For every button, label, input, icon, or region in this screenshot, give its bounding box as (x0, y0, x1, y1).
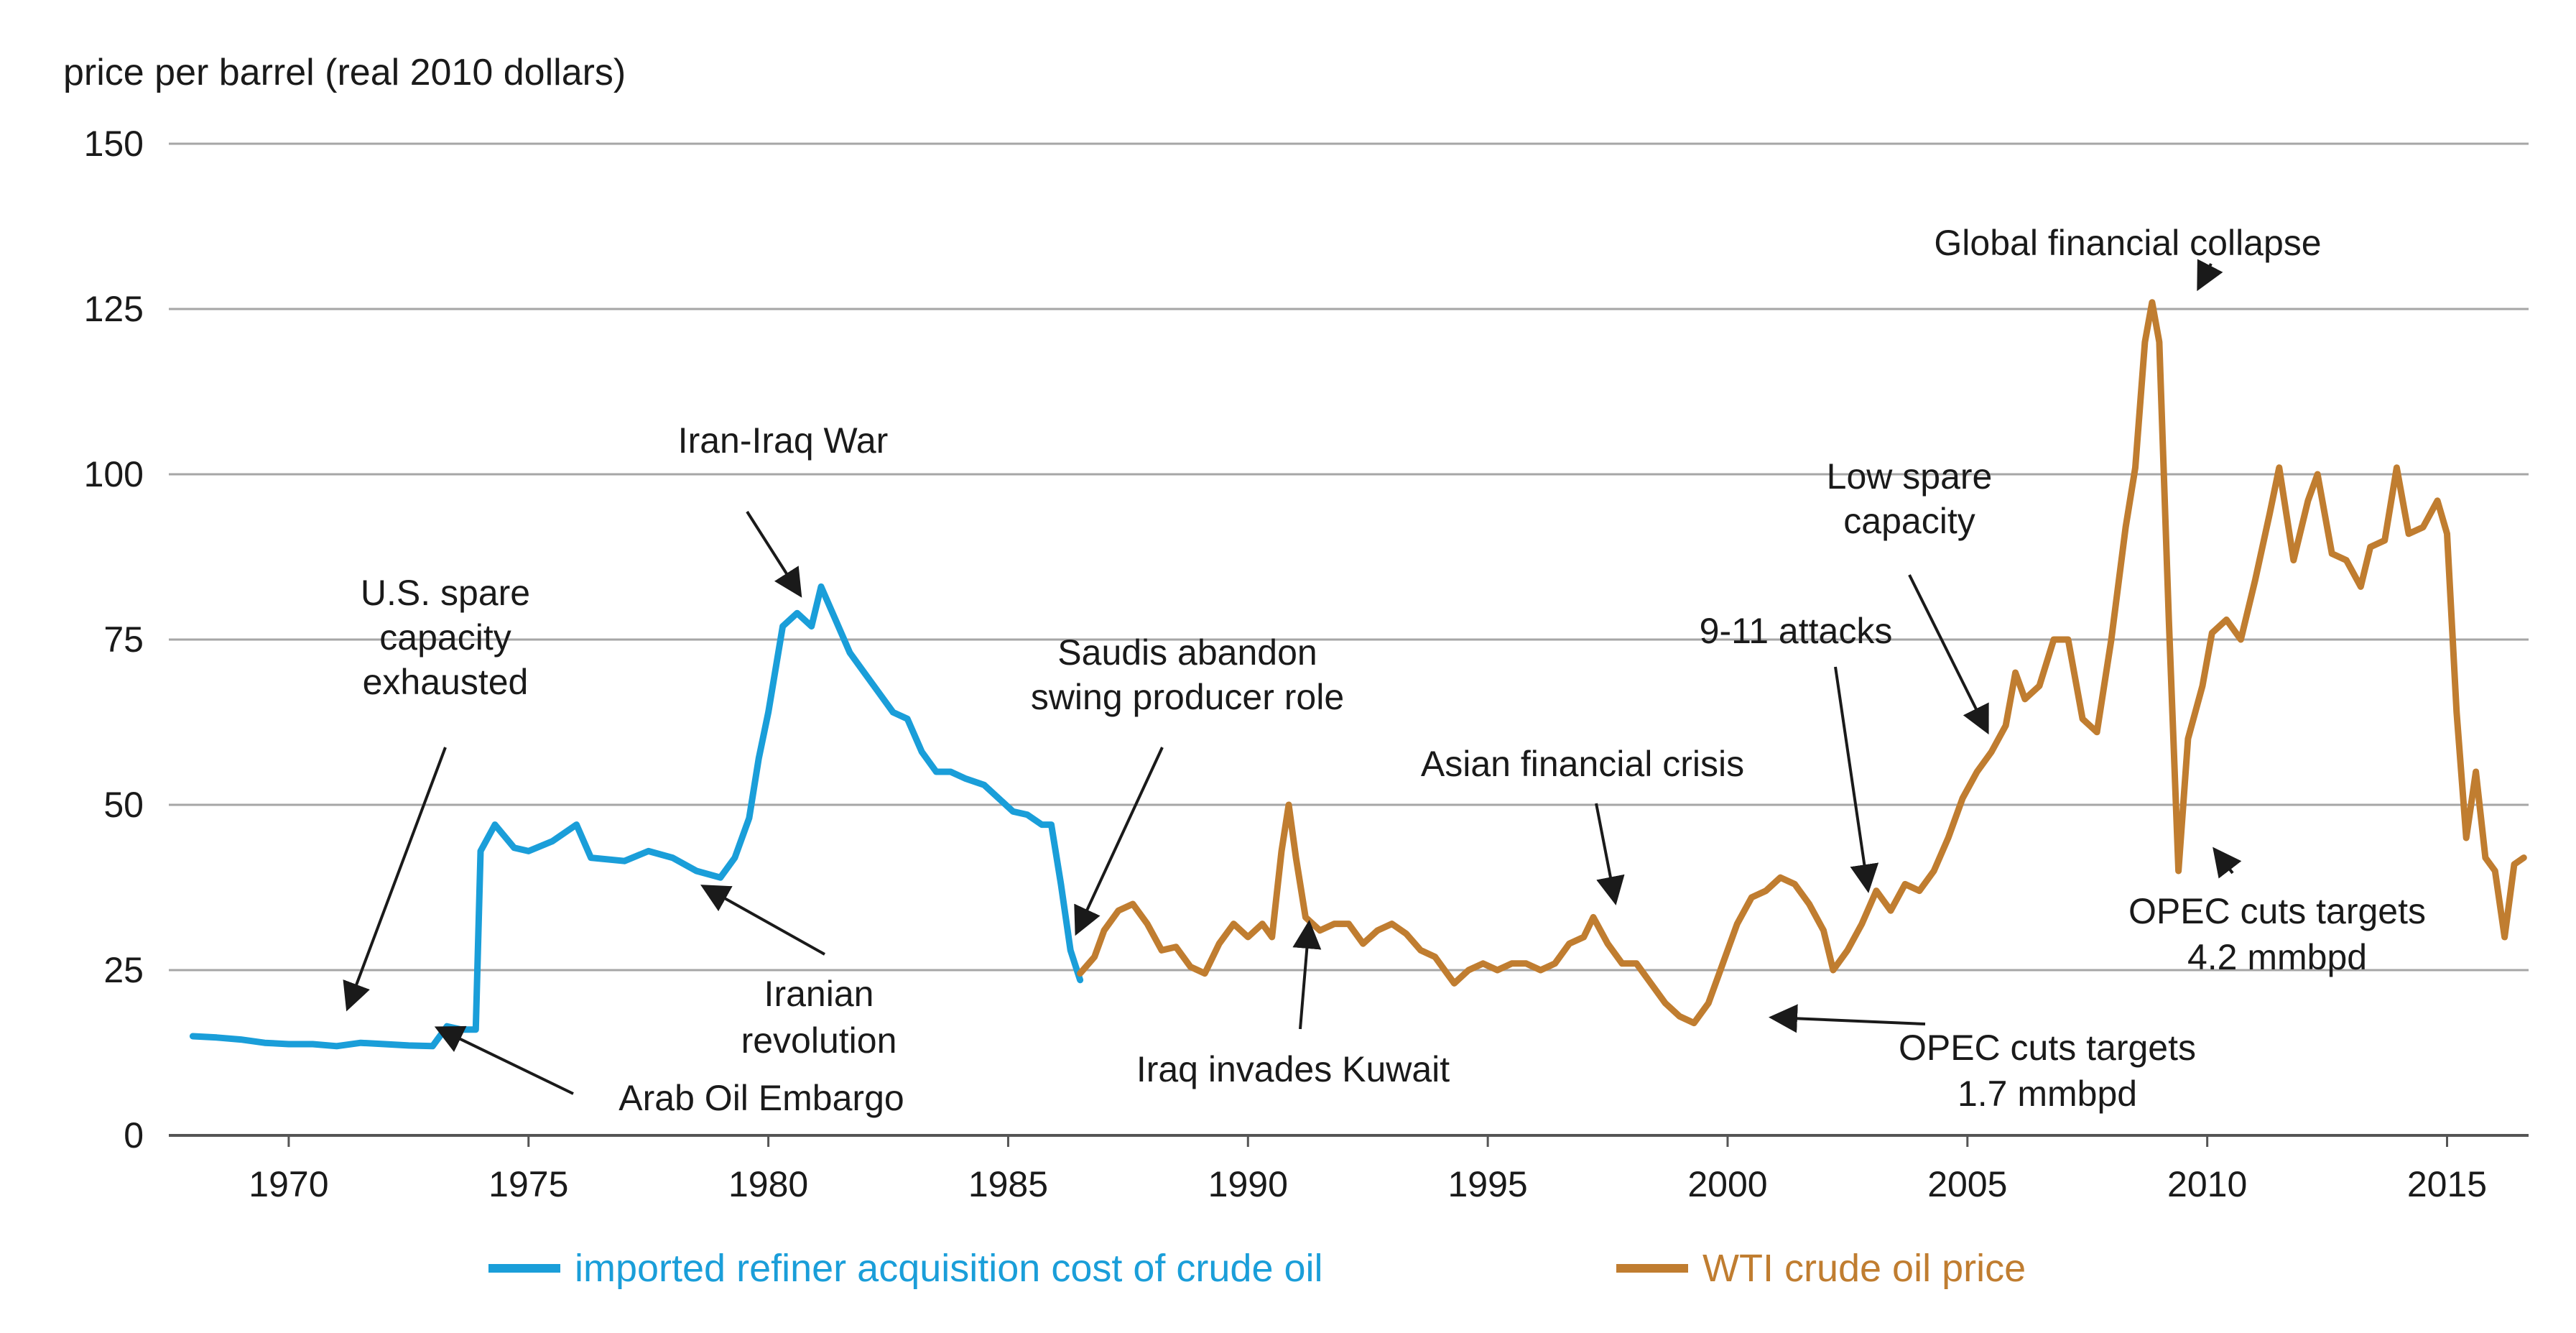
annotation-us-spare-capacity: U.S. spare capacity exhausted (361, 573, 530, 702)
annotation-line: OPEC cuts targets (1899, 1028, 2196, 1068)
annotation-line: exhausted (363, 662, 529, 702)
annotation-line: Iraq invades Kuwait (1136, 1049, 1450, 1089)
arrow-iraq-invades-kuwait (1292, 920, 1322, 1030)
annotation-line: Saudis abandon (1057, 632, 1317, 673)
annotation-iran-iraq-war: Iran-Iraq War (678, 420, 889, 461)
annotation-line: capacity (379, 617, 511, 658)
arrow-9-11-attacks (1834, 666, 1879, 893)
legend: imported refiner acquisition cost of cru… (488, 1247, 2026, 1290)
annotation-asian-financial-crisis: Asian financial crisis (1421, 744, 1744, 784)
x-tick-label: 2010 (2167, 1164, 2247, 1204)
annotation-opec-cuts-4-2: OPEC cuts targets 4.2 mmbpd (2128, 891, 2426, 977)
x-tick-label: 2000 (1687, 1164, 1767, 1204)
annotation-line: Iran-Iraq War (678, 420, 889, 461)
y-tick-label: 75 (103, 619, 144, 660)
arrow-iranian-revolution (700, 885, 825, 956)
annotation-9-11-attacks: 9-11 attacks (1700, 611, 1893, 651)
y-tick-label: 100 (84, 454, 144, 494)
annotation-line: 4.2 mmbpd (2187, 937, 2367, 977)
y-tick-label: 25 (103, 950, 144, 990)
annotation-line: Asian financial crisis (1421, 744, 1744, 784)
y-tick-label: 125 (84, 289, 144, 329)
annotation-iraq-invades-kuwait: Iraq invades Kuwait (1136, 1049, 1450, 1089)
annotation-low-spare-capacity: Low spare capacity (1827, 456, 1993, 541)
arrow-iran-iraq-war (746, 510, 802, 598)
annotation-arrows (343, 259, 2242, 1095)
arrow-low-spare-capacity (1908, 574, 1989, 735)
x-tick-label: 1980 (728, 1164, 808, 1204)
x-tick-label: 1990 (1208, 1164, 1288, 1204)
annotation-line: U.S. spare (361, 573, 530, 613)
arrow-us-spare-capacity (343, 747, 447, 1012)
annotation-line: Iranian (764, 974, 874, 1014)
x-tick-label: 1995 (1448, 1164, 1528, 1204)
data-series (189, 299, 2527, 1050)
annotation-iranian-revolution: Iranian revolution (741, 974, 897, 1061)
annotation-line: revolution (741, 1020, 897, 1061)
arrow-asian-financial-crisis (1595, 803, 1625, 905)
annotation-line: swing producer role (1031, 677, 1344, 717)
x-tick-label: 2005 (1927, 1164, 2007, 1204)
annotation-line: 1.7 mmbpd (1958, 1074, 2137, 1114)
annotation-opec-cuts-1-7: OPEC cuts targets 1.7 mmbpd (1899, 1028, 2196, 1114)
y-axis-ticks: 0 25 50 75 100 125 150 (84, 124, 144, 1156)
annotation-line: 9-11 attacks (1700, 611, 1893, 651)
arrow-saudis-abandon (1074, 747, 1164, 936)
annotation-line: capacity (1843, 501, 1975, 541)
annotation-global-financial-collapse: Global financial collapse (1934, 223, 2321, 263)
arrow-opec-cuts-4-2 (2213, 847, 2242, 879)
y-tick-label: 150 (84, 124, 144, 164)
legend-label-refiner: imported refiner acquisition cost of cru… (575, 1247, 1323, 1290)
annotations: Global financial collapse Iran-Iraq War … (361, 223, 2426, 1118)
legend-label-wti: WTI crude oil price (1702, 1247, 2026, 1290)
series-line-refiner-cost (189, 583, 1084, 1050)
y-tick-label: 0 (124, 1115, 144, 1156)
y-tick-label: 50 (103, 785, 144, 825)
annotation-arab-oil-embargo: Arab Oil Embargo (618, 1078, 904, 1118)
annotation-saudis-abandon: Saudis abandon swing producer role (1031, 632, 1344, 717)
x-tick-label: 2015 (2407, 1164, 2487, 1204)
gridlines (169, 142, 2529, 1137)
annotation-line: OPEC cuts targets (2128, 891, 2426, 931)
x-tick-label: 1985 (968, 1164, 1048, 1204)
x-axis-ticks: 1970 1975 1980 1985 1990 1995 2000 2005 2010 2015 (249, 1135, 2487, 1204)
annotation-line: Arab Oil Embargo (618, 1078, 904, 1118)
x-tick-label: 1975 (488, 1164, 568, 1204)
x-tick-label: 1970 (249, 1164, 328, 1204)
arrow-arab-oil-embargo (434, 1025, 574, 1095)
arrow-global-financial-collapse (2197, 259, 2223, 292)
arrow-opec-cuts-1-7 (1769, 1004, 1926, 1033)
annotation-line: Low spare (1827, 456, 1993, 497)
annotation-line: Global financial collapse (1934, 223, 2321, 263)
y-axis-title: price per barrel (real 2010 dollars) (63, 52, 626, 93)
